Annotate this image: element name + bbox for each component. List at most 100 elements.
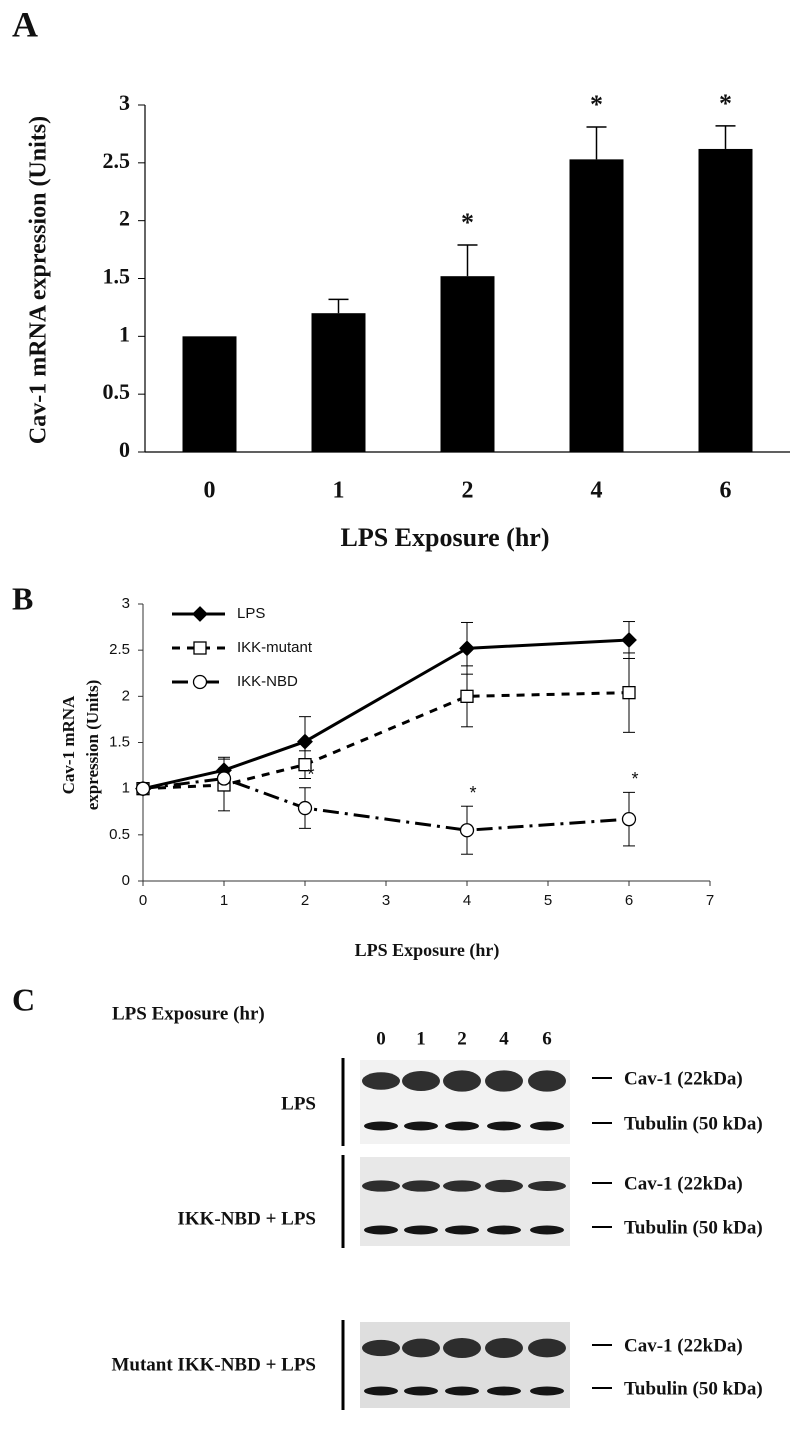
lane-label: 6	[542, 1028, 552, 1049]
y-tick-label: 0.5	[109, 826, 130, 843]
marker	[192, 606, 208, 622]
x-tick-label: 6	[720, 478, 732, 504]
x-tick-label: 0	[139, 892, 147, 909]
tubulin-band	[530, 1225, 564, 1235]
tubulin-band	[445, 1225, 479, 1235]
cav-band	[528, 1070, 566, 1092]
tubulin-band	[364, 1225, 398, 1235]
tubulin-band	[487, 1121, 521, 1131]
tubulin-band	[404, 1386, 438, 1396]
y-axis-label: Cav-1 mRNA	[59, 695, 78, 794]
legend-label: IKK-mutant	[237, 639, 313, 656]
cav-band	[402, 1071, 440, 1091]
band-label: Tubulin (50 kDa)	[624, 1217, 763, 1238]
tubulin-band	[530, 1386, 564, 1396]
marker	[192, 674, 208, 690]
x-tick-label: 3	[382, 892, 390, 909]
bar	[311, 313, 366, 452]
cav-band	[443, 1070, 481, 1092]
significance-label: *	[307, 764, 314, 784]
band-label: Cav-1 (22kDa)	[624, 1173, 743, 1194]
band-label: Cav-1 (22kDa)	[624, 1068, 743, 1089]
x-tick-label: 1	[333, 478, 345, 504]
series-line	[142, 691, 630, 791]
series-line	[142, 638, 630, 791]
marker	[459, 640, 475, 657]
tubulin-band	[404, 1225, 438, 1235]
band-label: Cav-1 (22kDa)	[624, 1335, 743, 1356]
panel-label: C	[12, 981, 35, 1017]
tubulin-band	[445, 1386, 479, 1396]
marker	[193, 641, 207, 655]
y-tick-label: 1	[119, 321, 130, 346]
series-line	[142, 776, 630, 832]
y-axis-label: expression (Units)	[83, 680, 102, 811]
x-tick-label: 7	[706, 892, 714, 909]
marker	[216, 771, 232, 786]
bar	[440, 276, 495, 452]
y-tick-label: 1.5	[109, 733, 130, 750]
marker	[297, 800, 313, 816]
y-tick-label: 0	[122, 872, 130, 889]
cav-band	[528, 1338, 566, 1358]
x-tick-label: 1	[220, 892, 228, 909]
x-tick-label: 6	[625, 892, 633, 909]
cav-band	[443, 1180, 481, 1192]
significance-label: *	[590, 90, 603, 119]
tubulin-band	[364, 1386, 398, 1396]
cav-band	[485, 1179, 523, 1193]
cav-band	[362, 1180, 400, 1192]
x-tick-label: 2	[301, 892, 309, 909]
tubulin-band	[487, 1225, 521, 1235]
band-label: Tubulin (50 kDa)	[624, 1113, 763, 1134]
y-tick-label: 3	[119, 90, 130, 115]
cav-band	[402, 1338, 440, 1358]
panel-label: B	[12, 580, 33, 616]
x-axis-label: LPS Exposure (hr)	[341, 523, 550, 552]
row-label: LPS	[281, 1093, 316, 1114]
x-tick-label: 4	[463, 892, 471, 909]
x-tick-label: 0	[204, 478, 216, 504]
x-axis-label: LPS Exposure (hr)	[355, 940, 500, 961]
marker	[621, 632, 637, 648]
y-tick-label: 2	[122, 687, 130, 704]
marker	[622, 685, 636, 700]
cav-band	[528, 1181, 566, 1191]
lane-label: 2	[457, 1028, 467, 1049]
y-tick-label: 0	[119, 437, 130, 462]
bar	[182, 336, 237, 452]
marker	[135, 781, 151, 796]
x-tick-label: 4	[591, 478, 603, 504]
legend-label: LPS	[237, 605, 265, 622]
cav-band	[362, 1339, 400, 1357]
y-tick-label: 1.5	[103, 264, 131, 289]
marker	[459, 823, 475, 838]
significance-label: *	[461, 208, 474, 237]
cav-band	[485, 1070, 523, 1092]
cav-band	[485, 1338, 523, 1358]
y-tick-label: 0.5	[103, 379, 131, 404]
tubulin-band	[404, 1121, 438, 1131]
bar	[698, 148, 753, 452]
x-tick-label: 2	[462, 478, 474, 504]
marker	[298, 758, 312, 772]
marker	[460, 689, 474, 703]
cav-band	[443, 1338, 481, 1358]
lane-label: 1	[416, 1028, 426, 1049]
cav-band	[362, 1072, 400, 1090]
significance-label: *	[469, 783, 476, 803]
blot-title: LPS Exposure (hr)	[112, 1003, 265, 1024]
x-tick-label: 5	[544, 892, 552, 909]
lane-label: 4	[499, 1028, 509, 1049]
y-tick-label: 3	[122, 595, 130, 612]
y-axis-label: Cav-1 mRNA expression (Units)	[26, 116, 52, 444]
legend-label: IKK-NBD	[237, 673, 298, 690]
lane-label: 0	[376, 1028, 386, 1049]
tubulin-band	[530, 1121, 564, 1131]
bar	[569, 159, 624, 452]
y-tick-label: 2.5	[109, 641, 130, 658]
significance-label: *	[719, 89, 732, 118]
tubulin-band	[364, 1121, 398, 1131]
tubulin-band	[445, 1121, 479, 1131]
